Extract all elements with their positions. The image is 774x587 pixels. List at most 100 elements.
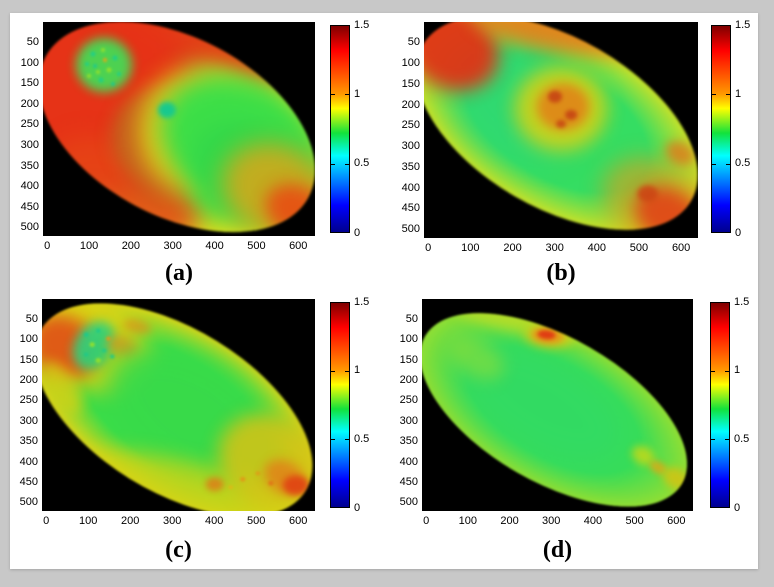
x-tick-label: 400 xyxy=(205,515,224,527)
y-tick-label: 50 xyxy=(25,312,38,325)
y-tick-label: 50 xyxy=(405,312,418,325)
x-tick-label: 600 xyxy=(289,515,308,527)
y-tick-label: 150 xyxy=(401,77,420,90)
colorbar-tick-mark xyxy=(331,163,335,165)
colorbar-tick-mark xyxy=(726,94,730,96)
colorbar-tick-mark xyxy=(345,94,349,96)
colorbar-tick-mark xyxy=(345,370,349,372)
x-tick-label: 600 xyxy=(671,242,691,254)
colorbar-tick-mark xyxy=(726,163,730,165)
colorbar-tick-mark xyxy=(345,163,349,165)
colorbar-tick-label: 0 xyxy=(735,226,742,239)
x-tick-label: 100 xyxy=(79,515,98,527)
y-tick-label: 200 xyxy=(401,98,420,111)
y-tick-label: 250 xyxy=(399,394,418,407)
colorbar-gradient xyxy=(330,302,350,508)
colorbar-tick-label: 1 xyxy=(735,87,742,100)
colorbar-tick-mark xyxy=(345,439,349,441)
x-tick-label: 0 xyxy=(425,242,432,254)
y-tick-label: 100 xyxy=(20,56,39,69)
x-tick-label: 300 xyxy=(542,515,561,527)
colorbar-tick-label: 1.5 xyxy=(354,295,370,308)
y-tick-label: 150 xyxy=(399,353,418,366)
kernel-heatmap-image xyxy=(42,299,315,511)
y-tick-label: 50 xyxy=(407,36,420,49)
heatmap-plot-c xyxy=(42,299,315,511)
x-tick-label: 400 xyxy=(205,240,224,252)
colorbar-c xyxy=(330,302,350,508)
y-tick-label: 500 xyxy=(399,496,418,509)
colorbar-tick-label: 1.5 xyxy=(735,18,751,31)
y-tick-label: 350 xyxy=(19,435,38,448)
colorbar-tick-mark xyxy=(331,439,335,441)
colorbar-tick-label: 0 xyxy=(734,501,741,514)
colorbar-tick-mark xyxy=(331,94,335,96)
colorbar-tick-label: 0.5 xyxy=(734,432,750,445)
y-tick-label: 350 xyxy=(401,160,420,173)
y-tick-label: 150 xyxy=(19,353,38,366)
x-tick-label: 400 xyxy=(587,242,606,254)
x-tick-label: 200 xyxy=(503,242,522,254)
y-tick-label: 300 xyxy=(19,414,38,427)
x-tick-label: 100 xyxy=(79,240,99,252)
y-tick-label: 500 xyxy=(19,496,38,509)
colorbar-tick-mark xyxy=(711,439,715,441)
panel-label-c: (c) xyxy=(165,537,192,563)
colorbar-tick-label: 0.5 xyxy=(735,157,751,170)
colorbar-gradient xyxy=(711,25,731,233)
y-tick-label: 300 xyxy=(20,138,39,151)
x-tick-label: 500 xyxy=(625,515,644,527)
heatmap-plot-a xyxy=(43,22,315,236)
colorbar-tick-label: 1.5 xyxy=(354,18,370,31)
y-tick-label: 250 xyxy=(20,118,39,131)
y-tick-label: 150 xyxy=(20,77,39,90)
panel-label-d: (d) xyxy=(542,537,573,563)
colorbar-tick-label: 1 xyxy=(734,364,741,377)
figure-panel: (a) (b) (c) (d) 50 100 150 200 250 300 350 400 4… xyxy=(10,13,758,569)
colorbar-tick-label: 0.5 xyxy=(354,432,370,445)
colorbar-gradient xyxy=(330,25,350,233)
x-tick-label: 100 xyxy=(461,242,480,254)
y-tick-label: 450 xyxy=(401,202,420,215)
x-tick-label: 600 xyxy=(667,515,686,527)
y-tick-label: 450 xyxy=(399,475,418,488)
y-tick-label: 350 xyxy=(20,159,39,172)
colorbar-tick-mark xyxy=(725,439,729,441)
y-tick-label: 400 xyxy=(20,180,39,193)
y-tick-label: 400 xyxy=(19,455,38,468)
colorbar-gradient xyxy=(710,302,730,508)
colorbar-tick-mark xyxy=(331,370,335,372)
x-tick-label: 0 xyxy=(43,515,50,527)
y-tick-label: 250 xyxy=(401,119,420,132)
y-tick-label: 200 xyxy=(399,374,418,387)
x-tick-label: 300 xyxy=(163,515,182,527)
y-tick-label: 250 xyxy=(19,394,38,407)
x-tick-label: 100 xyxy=(458,515,478,527)
x-tick-label: 600 xyxy=(289,240,308,252)
colorbar-tick-label: 1 xyxy=(354,87,361,100)
x-tick-label: 500 xyxy=(247,515,266,527)
x-tick-label: 200 xyxy=(121,240,141,252)
y-tick-label: 400 xyxy=(399,455,418,468)
colorbar-tick-mark xyxy=(725,370,729,372)
y-tick-label: 350 xyxy=(399,435,418,448)
colorbar-tick-mark xyxy=(711,370,715,372)
heatmap-plot-d xyxy=(422,299,693,511)
kernel-heatmap-image xyxy=(43,22,315,236)
heatmap-plot-b xyxy=(424,22,698,238)
colorbar-tick-mark xyxy=(712,163,716,165)
y-tick-label: 300 xyxy=(401,140,420,153)
panel-label-a: (a) xyxy=(165,260,193,286)
colorbar-tick-label: 1 xyxy=(354,364,361,377)
colorbar-tick-label: 1.5 xyxy=(734,295,750,308)
x-tick-label: 200 xyxy=(121,515,140,527)
colorbar-tick-label: 0 xyxy=(354,501,361,514)
y-tick-label: 500 xyxy=(401,223,420,236)
x-tick-label: 400 xyxy=(583,515,603,527)
y-tick-label: 400 xyxy=(401,181,420,194)
colorbar-a xyxy=(330,25,350,233)
colorbar-tick-mark xyxy=(712,94,716,96)
y-tick-label: 500 xyxy=(20,221,39,234)
colorbar-tick-label: 0 xyxy=(354,226,361,239)
